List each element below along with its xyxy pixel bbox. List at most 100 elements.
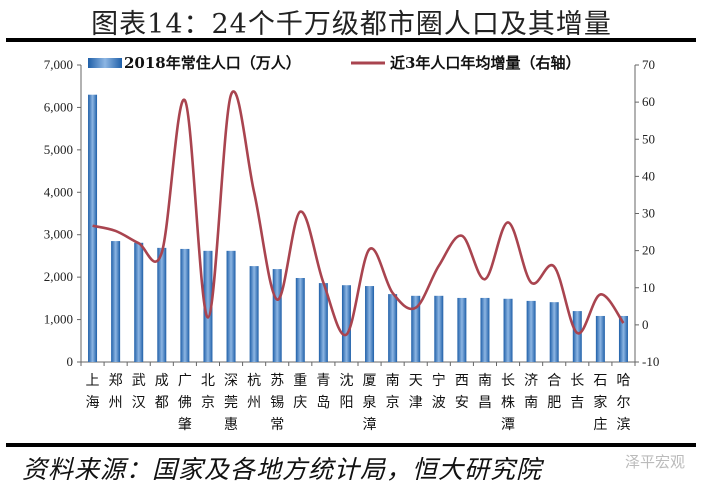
left-tick-label: 5,000 <box>44 142 73 157</box>
legend-bar-label: 2018年常住人口（万人） <box>124 54 301 72</box>
left-tick-label: 1,000 <box>44 312 73 327</box>
category-label: 沈 <box>339 373 353 389</box>
legend-line-label: 近3年人口年均增量（右轴） <box>390 54 580 72</box>
left-tick-label: 4,000 <box>44 184 73 199</box>
category-label: 杭 <box>247 373 261 389</box>
category-label: 北 <box>201 373 215 389</box>
category-label: 庄 <box>593 416 607 433</box>
category-label: 州 <box>109 395 123 411</box>
left-tick-label: 6,000 <box>44 99 73 114</box>
bar <box>595 315 605 362</box>
bar <box>318 283 328 362</box>
category-label: 昌 <box>478 395 492 411</box>
left-tick-label: 3,000 <box>44 227 73 242</box>
right-tick-label: 30 <box>642 206 655 221</box>
right-tick-label: 60 <box>642 94 655 109</box>
bar <box>134 242 144 362</box>
bar <box>111 241 121 362</box>
category-label: 长 <box>570 373 584 389</box>
bar <box>365 286 375 362</box>
category-label: 漳 <box>363 416 377 433</box>
category-label: 长 <box>501 373 515 389</box>
category-label: 阳 <box>339 395 353 411</box>
bar <box>341 285 351 362</box>
right-tick-label: 50 <box>642 131 655 146</box>
category-label: 京 <box>201 395 215 411</box>
category-label: 宁 <box>432 372 446 389</box>
category-label: 上 <box>86 373 100 389</box>
category-label: 家 <box>593 394 607 411</box>
right-tick-label: -10 <box>642 354 659 369</box>
bar <box>272 269 282 362</box>
category-label: 岛 <box>316 395 330 411</box>
bar <box>434 295 444 362</box>
bar <box>526 300 536 362</box>
category-label: 厦 <box>363 373 377 389</box>
growth-line <box>92 90 625 337</box>
right-tick-label: 20 <box>642 243 655 258</box>
category-label: 汉 <box>132 395 146 411</box>
category-label: 锡 <box>270 395 284 411</box>
category-label: 武 <box>132 373 146 389</box>
right-tick-label: 0 <box>642 317 649 332</box>
category-label: 庆 <box>293 395 307 411</box>
category-label: 肇 <box>178 417 192 433</box>
bar <box>180 248 190 362</box>
bar <box>411 295 421 362</box>
right-tick-label: 70 <box>642 57 655 72</box>
left-tick-label: 0 <box>67 354 74 369</box>
bar <box>203 250 213 362</box>
category-label: 合 <box>547 373 561 389</box>
category-label: 安 <box>455 395 469 411</box>
bottom-divider <box>6 443 696 447</box>
category-label: 济 <box>524 373 538 389</box>
category-label: 京 <box>386 395 400 411</box>
category-label: 广 <box>178 373 192 389</box>
bar <box>295 277 305 362</box>
bar <box>88 94 98 362</box>
category-label: 尔 <box>616 395 630 411</box>
category-label: 泉 <box>363 394 377 411</box>
legend-bar-swatch <box>88 58 122 68</box>
bar <box>480 297 490 362</box>
category-label: 肥 <box>547 395 561 411</box>
category-label: 株 <box>501 395 515 411</box>
category-label: 青 <box>316 373 330 389</box>
category-label: 潭 <box>501 416 515 433</box>
category-label: 郑 <box>109 373 123 389</box>
category-label: 哈 <box>616 373 630 389</box>
right-tick-label: 40 <box>642 168 655 183</box>
bar <box>226 250 236 362</box>
category-label: 常 <box>270 417 284 433</box>
category-label: 石 <box>593 373 607 389</box>
category-label: 波 <box>432 395 446 411</box>
bar <box>618 315 628 362</box>
category-label: 莞 <box>224 395 238 411</box>
category-label: 滨 <box>616 417 630 433</box>
left-tick-label: 2,000 <box>44 269 73 284</box>
category-label: 天 <box>409 373 423 389</box>
category-label: 南 <box>478 373 492 389</box>
right-tick-label: 10 <box>642 280 655 295</box>
category-label: 海 <box>86 395 100 411</box>
category-label: 深 <box>224 373 238 389</box>
category-label: 佛 <box>178 395 192 411</box>
bar <box>503 298 513 362</box>
watermark: 泽平宏观 <box>625 453 686 471</box>
top-divider <box>6 38 696 42</box>
category-label: 津 <box>409 395 423 411</box>
bar <box>157 247 167 362</box>
category-label: 重 <box>293 373 307 389</box>
category-label: 都 <box>155 395 169 411</box>
category-label: 西 <box>455 373 469 389</box>
category-label: 南 <box>386 373 400 389</box>
category-label: 州 <box>247 395 261 411</box>
bar <box>388 294 398 362</box>
category-label: 成 <box>155 373 169 389</box>
category-label: 吉 <box>570 395 584 411</box>
category-label: 南 <box>524 395 538 411</box>
bar <box>457 297 467 362</box>
category-label: 惠 <box>224 417 238 433</box>
bar <box>572 311 582 362</box>
